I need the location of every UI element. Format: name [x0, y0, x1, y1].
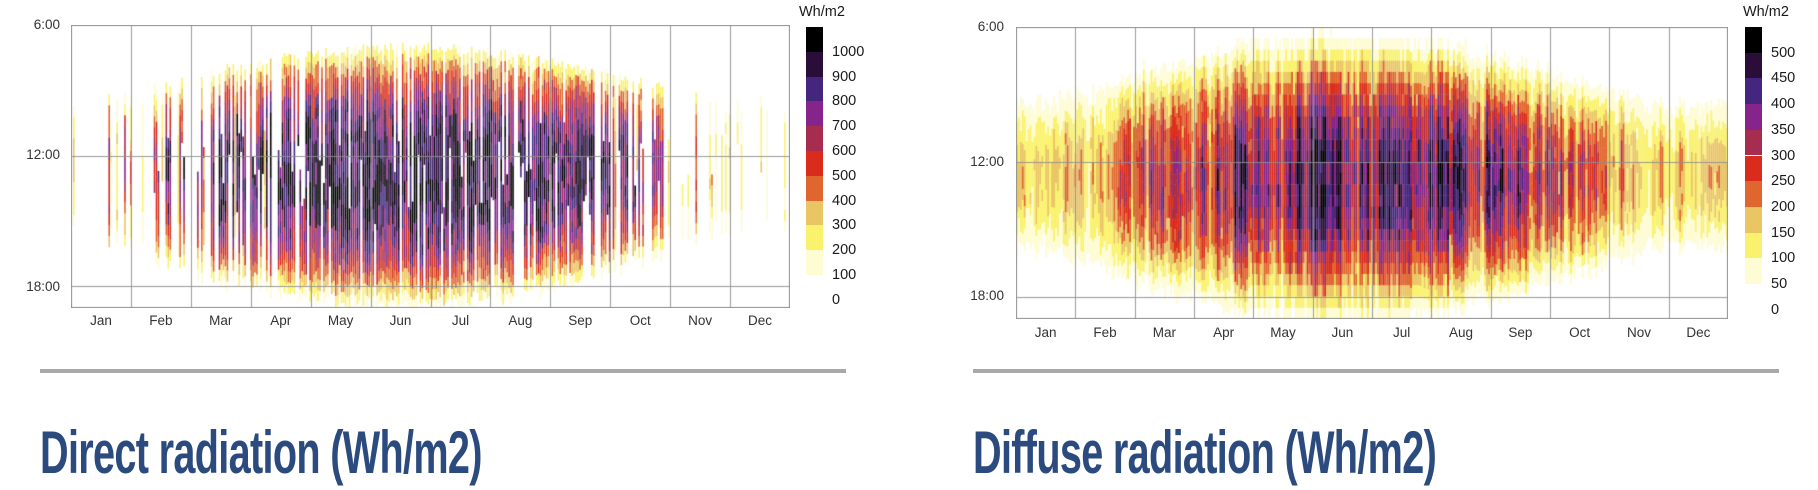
legend-color-band [806, 126, 823, 151]
legend-stop-label: 250 [1771, 173, 1796, 190]
legend-stop-label: 50 [1771, 276, 1788, 292]
direct-ytick-6: 6:00 [33, 17, 60, 32]
month-label: Aug [1448, 325, 1474, 340]
legend-stop-label: 350 [1771, 121, 1796, 138]
legend-stop-label: 450 [1771, 70, 1796, 87]
legend-color-band [1745, 284, 1762, 310]
month-label: Nov [1626, 325, 1652, 340]
month-label: Feb [1093, 325, 1117, 340]
direct-legend: 1000 900 800 700 600 500 400 300 200 100 0 [806, 27, 886, 317]
month-label: Apr [270, 313, 292, 328]
legend-stop-label: 100 [832, 267, 857, 283]
month-label: Dec [748, 313, 773, 328]
legend-stop-label: 600 [832, 143, 857, 159]
legend-color-band [806, 175, 823, 201]
legend-color-band [806, 275, 823, 300]
left-divider [40, 369, 846, 373]
direct-radiation-heatmap [71, 25, 790, 308]
month-label: May [1270, 325, 1296, 340]
legend-stop-label: 400 [832, 192, 857, 209]
legend-color-band [806, 250, 823, 275]
legend-color-band [1745, 104, 1762, 130]
month-label: Oct [1569, 325, 1591, 340]
legend-stop-label: 500 [1771, 44, 1796, 61]
diffuse-legend-title: Wh/m2 [1743, 4, 1789, 20]
legend-color-band [806, 200, 823, 226]
month-label: Dec [1686, 325, 1711, 340]
month-label: Oct [629, 313, 651, 328]
legend-color-band [1745, 155, 1762, 182]
direct-ytick-12: 12:00 [26, 147, 60, 162]
diffuse-ytick-12: 12:00 [970, 154, 1004, 169]
legend-stop-label: 0 [832, 291, 841, 308]
month-label: Mar [209, 313, 233, 328]
direct-legend-title: Wh/m2 [799, 4, 845, 20]
right-divider [973, 369, 1779, 373]
month-label: Jun [389, 313, 412, 328]
legend-stop-label: 300 [1771, 147, 1796, 164]
month-label: Jun [1331, 325, 1354, 340]
diffuse-radiation-heatmap [1016, 27, 1728, 319]
month-label: Jul [1393, 325, 1411, 340]
month-label: Jan [1034, 325, 1057, 340]
legend-stop-label: 500 [832, 167, 857, 184]
legend-color-band [1745, 232, 1762, 259]
month-label: Jul [451, 313, 470, 328]
month-label: May [327, 313, 354, 328]
month-label: Feb [149, 313, 173, 328]
legend-stop-label: 300 [832, 217, 857, 234]
diffuse-month-axis: Jan Feb Mar Apr May Jun Jul Aug Sep Oct Nov Dec [1016, 325, 1728, 341]
legend-stop-label: 800 [832, 93, 857, 110]
month-label: Nov [688, 313, 713, 328]
legend-stop-label: 200 [832, 242, 857, 259]
month-label: Aug [508, 313, 533, 328]
legend-stop-label: 1000 [832, 43, 865, 60]
legend-color-band [1745, 206, 1762, 233]
legend-color-band [1745, 78, 1762, 105]
legend-color-band [1745, 52, 1762, 79]
legend-color-band [1745, 181, 1762, 207]
diffuse-section-heading: Diffuse radiation (Wh/m2) [973, 419, 1437, 486]
month-label: Sep [568, 313, 593, 328]
direct-section-heading: Direct radiation (Wh/m2) [40, 419, 482, 486]
diffuse-ytick-6: 6:00 [977, 19, 1004, 34]
legend-color-band [1745, 129, 1762, 156]
legend-color-band [806, 101, 823, 127]
month-label: Sep [1508, 325, 1533, 340]
legend-stop-label: 100 [1771, 250, 1796, 267]
legend-color-band [806, 76, 823, 102]
legend-stop-label: 0 [1771, 301, 1780, 318]
direct-ytick-18: 18:00 [26, 279, 60, 294]
legend-stop-label: 150 [1771, 224, 1796, 241]
direct-month-axis: Jan Feb Mar Apr May Jun Jul Aug Sep Oct Nov Dec [71, 313, 790, 329]
legend-stop-label: 700 [832, 118, 857, 135]
diffuse-ytick-18: 18:00 [970, 288, 1004, 303]
legend-color-band [1745, 258, 1762, 284]
diffuse-legend: 500 450 400 350 300 250 200 150 100 50 0 [1745, 27, 1818, 327]
legend-stop-label: 200 [1771, 198, 1796, 215]
legend-color-band [806, 151, 823, 176]
legend-color-band [1745, 27, 1762, 53]
legend-color-band [806, 27, 823, 52]
legend-color-band [806, 225, 823, 251]
month-label: Apr [1213, 325, 1235, 340]
month-label: Jan [90, 313, 112, 328]
legend-stop-label: 400 [1771, 96, 1796, 113]
month-label: Mar [1152, 325, 1176, 340]
legend-stop-label: 900 [832, 68, 857, 85]
legend-color-band [806, 51, 823, 77]
